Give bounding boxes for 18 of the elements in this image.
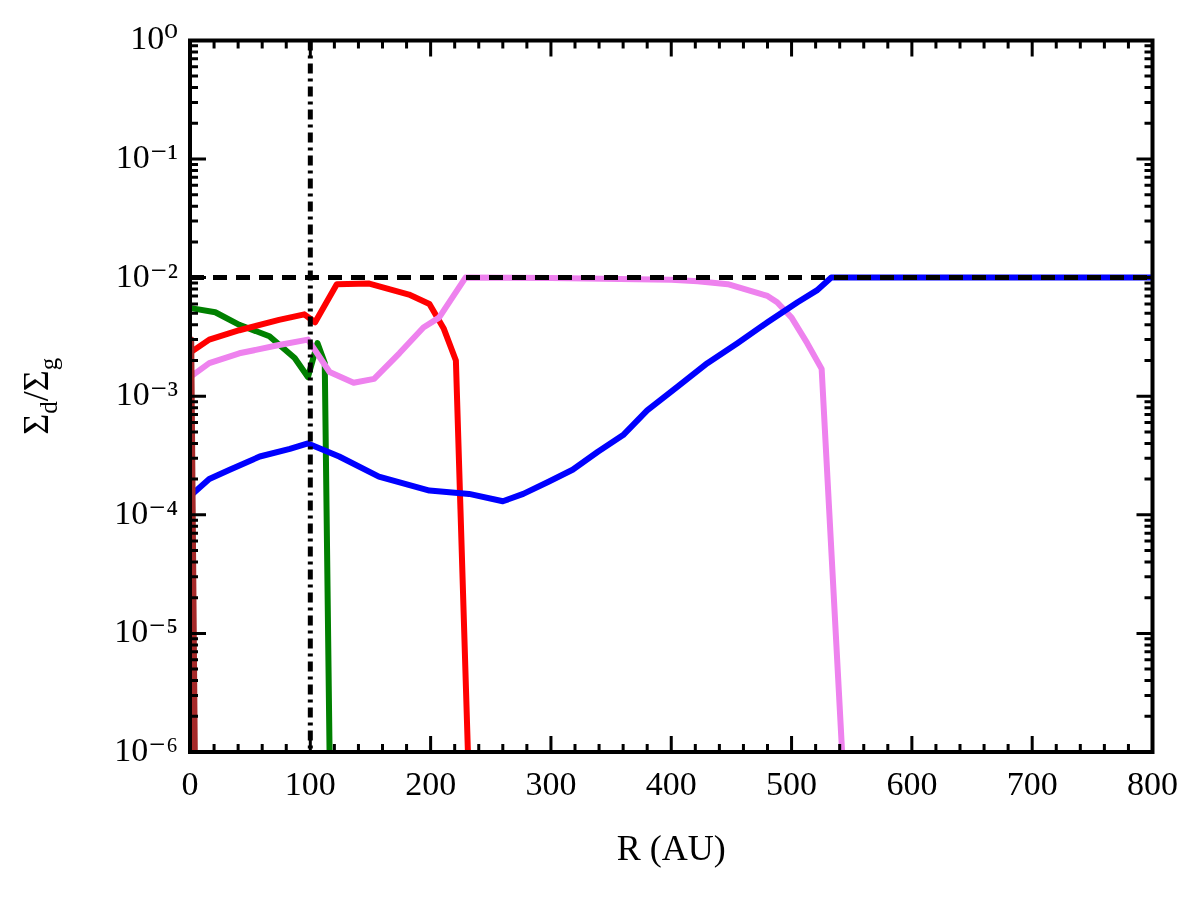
y-axis-title: Σd/Σg	[16, 357, 62, 435]
y-tick-label: 10⁻⁶	[114, 730, 178, 768]
x-axis-title: R (AU)	[616, 828, 726, 868]
x-tick-label: 500	[766, 765, 818, 803]
y-tick-label: 10⁻⁵	[114, 612, 178, 650]
x-tick-label: 0	[181, 765, 199, 803]
y-tick-label: 10⁻²	[115, 256, 178, 294]
x-tick-label: 100	[284, 765, 336, 803]
y-tick-label: 10⁻¹	[115, 137, 178, 175]
x-tick-label: 700	[1006, 765, 1058, 803]
y-tick-label: 10⁰	[130, 19, 178, 57]
x-tick-label: 400	[645, 765, 697, 803]
x-tick-label: 200	[405, 765, 457, 803]
x-tick-label: 300	[525, 765, 577, 803]
x-tick-label: 600	[886, 765, 938, 803]
y-tick-label: 10⁻⁴	[114, 493, 178, 531]
x-tick-label: 800	[1127, 765, 1178, 803]
y-tick-label: 10⁻³	[115, 375, 178, 413]
